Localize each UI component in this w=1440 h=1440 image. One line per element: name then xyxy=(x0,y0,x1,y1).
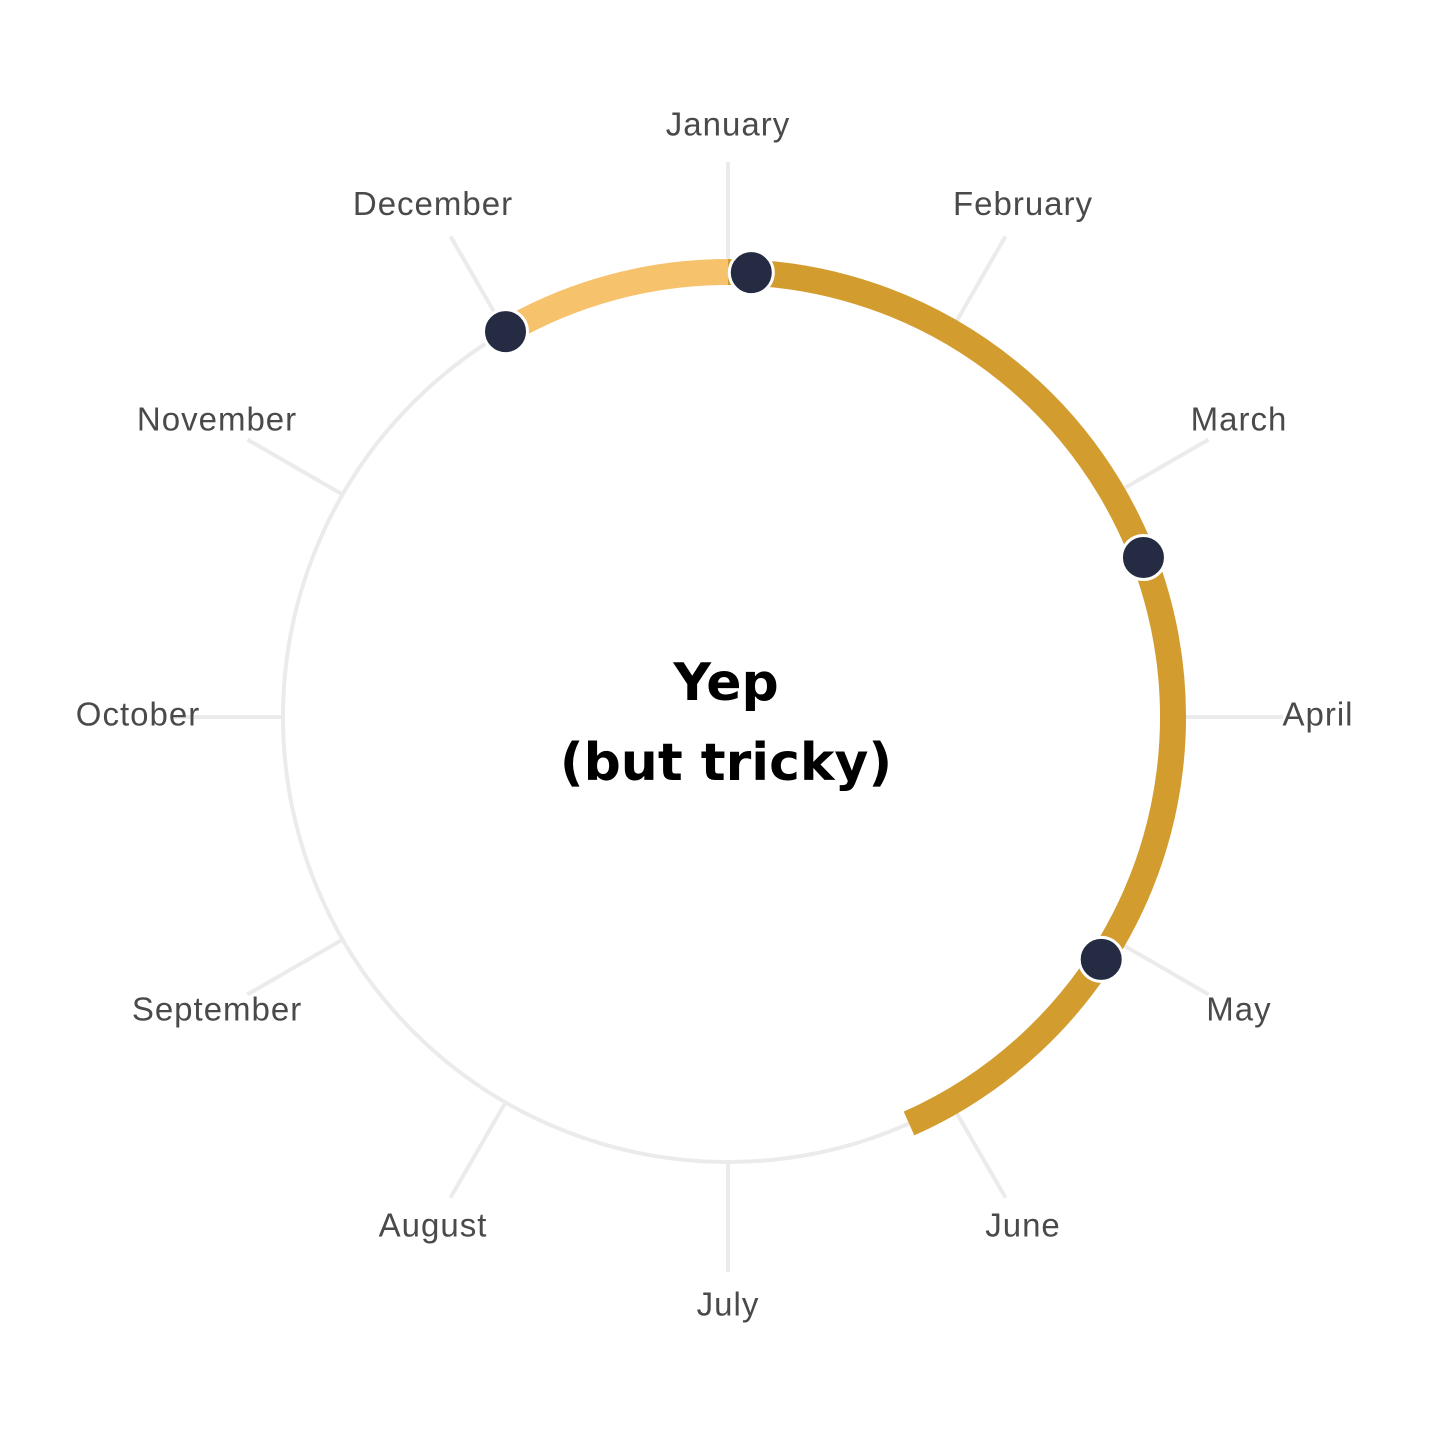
event-point-3 xyxy=(1119,534,1167,582)
tick-november xyxy=(246,437,344,497)
month-label-june: June xyxy=(985,1207,1061,1244)
event-points xyxy=(482,249,1167,983)
month-label-december: December xyxy=(353,185,513,222)
tick-february xyxy=(948,235,1008,333)
event-point-2 xyxy=(727,249,775,297)
period-segment-1 xyxy=(499,259,729,343)
center-title-line-1: Yep xyxy=(672,653,778,713)
tick-may xyxy=(1112,937,1210,997)
tick-august xyxy=(448,1101,508,1199)
period-segments xyxy=(499,259,1186,1136)
month-label-february: February xyxy=(953,185,1093,222)
month-label-april: April xyxy=(1282,696,1353,733)
month-label-january: January xyxy=(666,106,790,143)
period-segment-2 xyxy=(727,259,1186,1136)
tick-september xyxy=(246,937,344,997)
month-label-july: July xyxy=(697,1286,760,1323)
event-point-4 xyxy=(1077,935,1125,983)
month-ticks xyxy=(173,162,1283,1272)
tick-march xyxy=(1112,437,1210,497)
month-labels: January February March April May June July Augu… xyxy=(76,106,1353,1323)
month-label-november: November xyxy=(137,401,297,438)
tick-june xyxy=(948,1101,1008,1199)
month-label-may: May xyxy=(1206,991,1271,1028)
center-title-line-2: (but tricky) xyxy=(560,733,892,793)
month-label-march: March xyxy=(1191,401,1288,438)
month-label-september: September xyxy=(132,991,302,1028)
month-label-october: October xyxy=(76,696,200,733)
month-label-august: August xyxy=(379,1207,488,1244)
event-point-1 xyxy=(482,308,529,356)
